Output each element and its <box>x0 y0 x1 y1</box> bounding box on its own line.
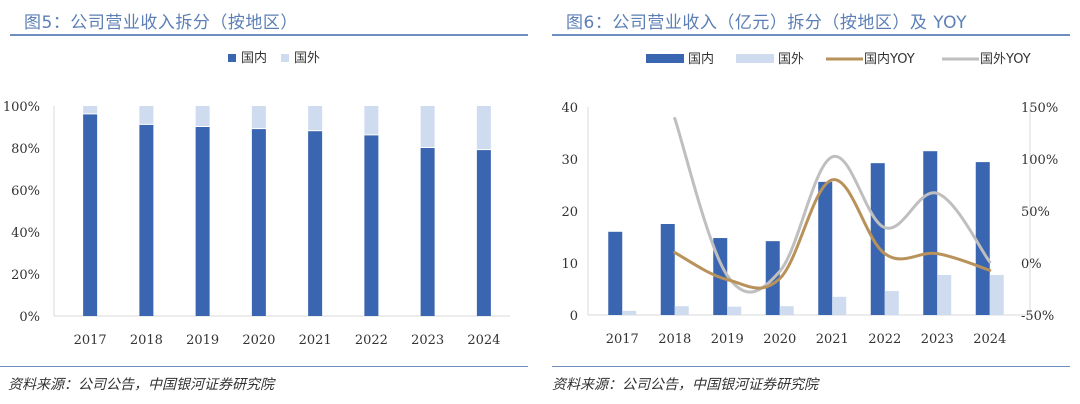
x-tick-label: 2017 <box>606 332 639 347</box>
bar-domestic <box>818 181 833 315</box>
y-tick-label: 80% <box>11 142 40 157</box>
bar-foreign <box>884 291 899 315</box>
bar-domestic <box>308 131 323 316</box>
x-tick-label: 2017 <box>74 333 107 348</box>
left-source-note: 资料来源：公司公告，中国银河证券研究院 <box>8 377 274 393</box>
right-title-rule <box>552 34 1070 36</box>
x-tick-label: 2022 <box>355 333 388 348</box>
bar-domestic <box>195 127 210 316</box>
bar-foreign <box>779 306 794 315</box>
bar-domestic <box>476 150 491 316</box>
x-tick-label: 2024 <box>973 332 1006 347</box>
y-tick-label-left: 0 <box>570 309 578 324</box>
line-domestic-yoy <box>673 178 992 290</box>
x-tick-label: 2021 <box>299 333 332 348</box>
x-tick-label: 2021 <box>816 332 849 347</box>
left-source-rule <box>0 366 528 367</box>
y-tick-label-right: -50% <box>1021 309 1054 324</box>
bar-domestic <box>870 163 885 315</box>
bar-foreign <box>420 106 435 147</box>
bar-foreign <box>251 106 266 129</box>
right-chart: 国内 国外 国内YOY 国外YOY 0 10 20 30 40 -50% 0% 50% 100% 150%… <box>561 51 1058 347</box>
bar-domestic <box>251 129 266 316</box>
x-tick-label: 2019 <box>711 332 744 347</box>
bar-foreign <box>622 310 637 315</box>
bar-domestic <box>923 151 938 315</box>
bar-foreign <box>83 106 98 114</box>
legend-swatch-foreign <box>736 54 774 63</box>
bar-domestic <box>364 135 379 316</box>
bar-foreign <box>832 296 847 315</box>
left-chart: 国内 国外 0% 20% 40% 60% 80% 100% 2017 2018 2019 2020 20… <box>3 50 510 348</box>
x-tick-label: 2018 <box>658 332 691 347</box>
legend-label-foreign: 国外 <box>294 51 320 66</box>
bar-foreign <box>989 274 1004 315</box>
y-tick-label-left: 40 <box>561 101 578 116</box>
bar-foreign <box>308 106 323 131</box>
y-tick-label-right: 100% <box>1021 153 1058 168</box>
x-tick-label: 2023 <box>921 332 954 347</box>
bar-domestic <box>975 162 990 315</box>
bar-foreign <box>195 106 210 126</box>
y-tick-label-right: 0% <box>1021 257 1042 272</box>
legend-swatch-domestic <box>646 54 684 63</box>
y-tick-label-left: 10 <box>561 257 578 272</box>
bar-foreign <box>139 106 154 124</box>
bar-foreign <box>364 106 379 135</box>
bar-domestic <box>420 148 435 316</box>
y-tick-label-right: 150% <box>1021 101 1058 116</box>
bar-domestic <box>83 114 98 317</box>
right-chart-title: 图6：公司营业收入（亿元）拆分（按地区）及 YOY <box>566 13 968 33</box>
legend-swatch-domestic <box>228 54 236 62</box>
bar-domestic <box>139 124 154 317</box>
right-source-rule <box>552 366 1070 367</box>
legend-label-foreign: 国外 <box>778 52 804 67</box>
x-tick-label: 2022 <box>868 332 901 347</box>
line-foreign-yoy <box>673 116 992 294</box>
legend-label-domestic-yoy: 国内YOY <box>864 51 915 67</box>
right-source-note: 资料来源：公司公告，中国银河证券研究院 <box>552 377 818 393</box>
bar-foreign <box>674 306 689 315</box>
y-tick-label-left: 20 <box>561 205 578 220</box>
legend-label-domestic: 国内 <box>241 50 267 66</box>
y-tick-label: 20% <box>11 268 40 283</box>
bar-foreign <box>476 106 491 150</box>
x-tick-label: 2018 <box>130 333 163 348</box>
legend-label-domestic: 国内 <box>688 51 714 67</box>
left-panel: 图5：公司营业收入拆分（按地区） 国内 国外 0% 20% 40% 60% 80% 100% 2… <box>0 13 528 393</box>
x-tick-label: 2020 <box>242 333 275 348</box>
x-tick-label: 2023 <box>411 333 444 348</box>
y-tick-label: 0% <box>19 310 40 325</box>
bar-domestic <box>608 231 623 315</box>
legend-swatch-foreign <box>281 54 289 62</box>
left-chart-title: 图5：公司营业收入拆分（按地区） <box>24 13 298 33</box>
x-tick-label: 2024 <box>467 333 500 348</box>
bar-domestic <box>660 224 675 315</box>
y-tick-label: 100% <box>3 100 40 115</box>
y-tick-label: 60% <box>11 184 40 199</box>
y-tick-label-right: 50% <box>1021 205 1050 220</box>
x-tick-label: 2020 <box>763 332 796 347</box>
y-tick-label: 40% <box>11 226 40 241</box>
bar-foreign <box>937 274 952 315</box>
y-tick-label-left: 30 <box>561 153 578 168</box>
legend-label-foreign-yoy: 国外YOY <box>980 52 1031 67</box>
bar-foreign <box>727 306 742 315</box>
left-title-rule <box>10 34 528 36</box>
right-panel: 图6：公司营业收入（亿元）拆分（按地区）及 YOY 国内 国外 国内YOY 国外YOY… <box>540 0 1080 404</box>
x-tick-label: 2019 <box>186 333 219 348</box>
